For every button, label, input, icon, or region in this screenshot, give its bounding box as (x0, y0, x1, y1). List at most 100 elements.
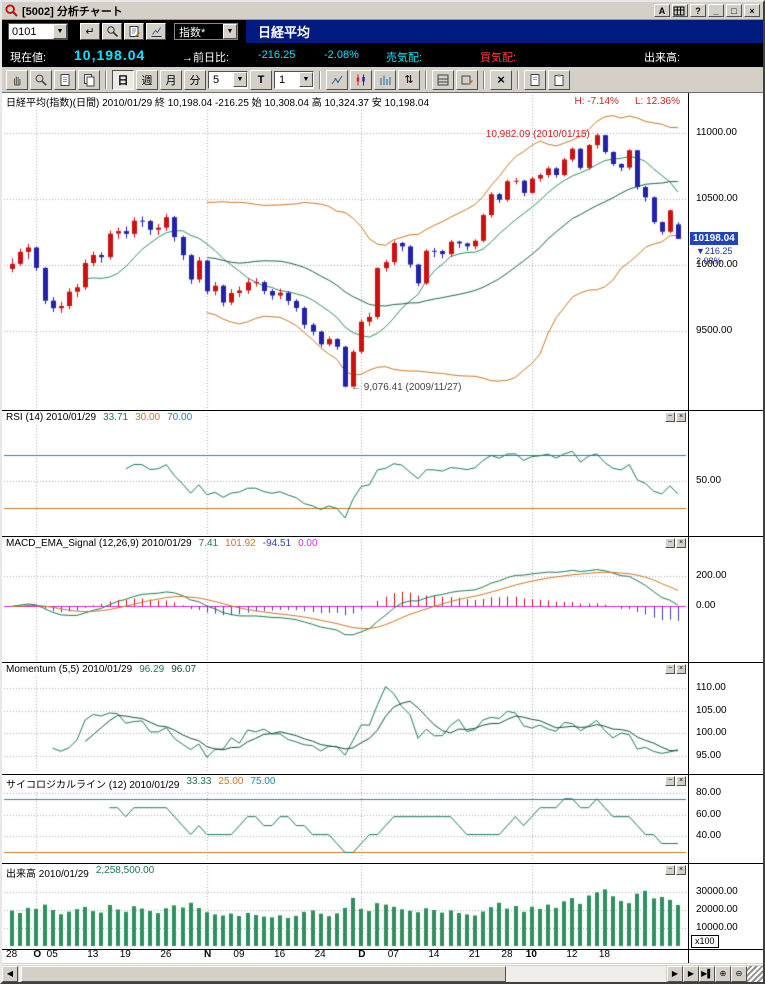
x-axis-label: N (203, 949, 212, 960)
panel-window-buttons: − × (665, 776, 686, 786)
window-title: [5002] 分析チャート (22, 5, 123, 18)
search-button[interactable] (102, 23, 122, 40)
volume-panel: 出来高 2010/01/29 2,258,500.00 − × x100 300… (2, 864, 763, 950)
copy-image-button[interactable] (524, 69, 546, 90)
resize-grip[interactable] (747, 965, 763, 982)
zoom-in-button[interactable]: ⊕ (715, 965, 731, 982)
panel-close-button[interactable]: × (676, 664, 686, 674)
panels-icon (437, 74, 449, 85)
panel-minimize-button[interactable]: − (665, 776, 675, 786)
psych-panel-header: サイコロジカルライン (12) 2010/01/29 33.33 25.00 7… (6, 776, 276, 791)
font-size-button[interactable]: A (654, 4, 670, 17)
momentum-plot[interactable]: Momentum (5,5) 2010/01/29 96.29 96.07 − … (2, 663, 688, 774)
dropdown-arrow-icon[interactable]: ▼ (299, 72, 313, 87)
x-axis-labels: 28 O 05 13 19 26 N 09 16 24 D 07 14 21 28 10 12 18 (2, 949, 688, 963)
volume-axis-label: 30000.00 (696, 885, 738, 897)
panel-close-button[interactable]: × (676, 865, 686, 875)
rsi-axis-label: 50.00 (696, 475, 722, 487)
x-axis-label: 05 (46, 949, 58, 960)
x-axis-label: 19 (119, 949, 131, 960)
enter-button[interactable]: ↵ (80, 23, 100, 40)
scroll-left-button[interactable]: ◀ (2, 965, 18, 982)
psych-high-ref: 75.00 (250, 776, 276, 787)
memo-button[interactable] (124, 23, 144, 40)
panel-close-button[interactable]: × (676, 776, 686, 786)
line-chart-icon (331, 75, 343, 84)
scrollbar-track[interactable] (19, 965, 666, 982)
candle-icon (356, 74, 365, 85)
momentum-title: Momentum (5,5) 2010/01/29 (6, 664, 133, 675)
scrollbar-thumb[interactable] (21, 965, 507, 982)
period-day-button[interactable]: 日 (112, 69, 134, 90)
memo-icon (129, 26, 140, 37)
chart-settings-button[interactable] (146, 23, 166, 40)
category-select[interactable]: 指数* ▼ (174, 23, 238, 40)
price-plot[interactable]: 日経平均(指数)(日間) 2010/01/29 終 10,198.04 -216… (2, 93, 688, 410)
symbol-code-select[interactable]: 0101 ▼ (8, 23, 68, 40)
maximize-button[interactable]: □ (726, 4, 742, 17)
period-minute-button[interactable]: 分 (184, 69, 206, 90)
x-axis-label: 28 (501, 949, 513, 960)
x-axis-label: 12 (566, 949, 578, 960)
help-button[interactable]: ? (690, 4, 706, 17)
dropdown-arrow-icon[interactable]: ▼ (53, 24, 67, 39)
rsi-value: 33.71 (103, 412, 129, 423)
macd-axis: 200.00 0.00 (688, 537, 763, 662)
rsi-canvas[interactable] (2, 411, 688, 536)
panel-window-buttons: − × (665, 538, 686, 548)
prev-diff-value: -216.25 (258, 49, 296, 61)
macd-plot[interactable]: MACD_EMA_Signal (12,26,9) 2010/01/29 7.4… (2, 537, 688, 662)
panel-close-button[interactable]: × (676, 538, 686, 548)
rsi-plot[interactable]: RSI (14) 2010/01/29 33.71 30.00 70.00 − … (2, 411, 688, 536)
copy-chart-button[interactable] (54, 69, 76, 90)
zoom-button[interactable] (30, 69, 52, 90)
panel-minimize-button[interactable]: − (665, 538, 675, 548)
zoom-out-button[interactable]: ⊖ (731, 965, 747, 982)
count-select[interactable]: 1 ▼ (274, 70, 314, 89)
pan-hand-button[interactable] (6, 69, 28, 90)
psych-title: サイコロジカルライン (12) 2010/01/29 (6, 780, 180, 791)
dropdown-arrow-icon[interactable]: ▼ (223, 24, 237, 39)
title-bar[interactable]: [5002] 分析チャート A ? _ □ × (2, 2, 763, 20)
clipboard-button[interactable] (548, 69, 570, 90)
tick-button[interactable]: T (250, 69, 272, 90)
scale-toggle-button[interactable]: ⇅ (398, 69, 420, 90)
print-button[interactable] (78, 69, 100, 90)
momentum-canvas[interactable] (2, 663, 688, 774)
minimize-button[interactable]: _ (708, 4, 724, 17)
macd-canvas[interactable] (2, 537, 688, 662)
volume-plot[interactable]: 出来高 2010/01/29 2,258,500.00 − × (2, 864, 688, 949)
period-month-button[interactable]: 月 (160, 69, 182, 90)
jump-latest-button[interactable]: ▶▌ (699, 965, 715, 982)
panel-edit-button[interactable] (456, 69, 478, 90)
psych-panel: サイコロジカルライン (12) 2010/01/29 33.33 25.00 7… (2, 775, 763, 864)
delete-button[interactable]: × (490, 69, 512, 90)
page-forward-button[interactable]: ▶ (683, 965, 699, 982)
panel-minimize-button[interactable]: − (665, 865, 675, 875)
horizontal-scrollbar[interactable]: ◀ ▶ ▶ ▶▌ ⊕ ⊖ (2, 964, 763, 982)
panel-close-button[interactable]: × (676, 412, 686, 422)
scroll-right-button[interactable]: ▶ (667, 965, 683, 982)
panel-minimize-button[interactable]: − (665, 412, 675, 422)
volume-axis: x100 30000.00 20000.00 10000.00 (688, 864, 763, 949)
line-style-button[interactable] (326, 69, 348, 90)
panel-window-buttons: − × (665, 664, 686, 674)
grid-button[interactable] (672, 4, 688, 17)
candle-style-button[interactable] (350, 69, 372, 90)
main-axis-label: 10000.00 (696, 259, 738, 271)
period-week-button[interactable]: 週 (136, 69, 158, 90)
chart-area: 日経平均(指数)(日間) 2010/01/29 終 10,198.04 -216… (2, 93, 763, 963)
momentum-axis-label: 105.00 (696, 704, 727, 716)
multi-panel-button[interactable] (432, 69, 454, 90)
bar-style-button[interactable] (374, 69, 396, 90)
x-axis-label: 26 (160, 949, 172, 960)
prev-diff-label: →前日比: (182, 52, 230, 64)
close-button[interactable]: × (744, 4, 760, 17)
dropdown-arrow-icon[interactable]: ▼ (233, 72, 247, 87)
minute-select[interactable]: 5 ▼ (208, 70, 248, 89)
main-canvas[interactable] (2, 93, 688, 410)
psych-plot[interactable]: サイコロジカルライン (12) 2010/01/29 33.33 25.00 7… (2, 775, 688, 863)
enter-icon: ↵ (85, 26, 95, 38)
macd-axis-label: 0.00 (696, 600, 716, 612)
panel-minimize-button[interactable]: − (665, 664, 675, 674)
